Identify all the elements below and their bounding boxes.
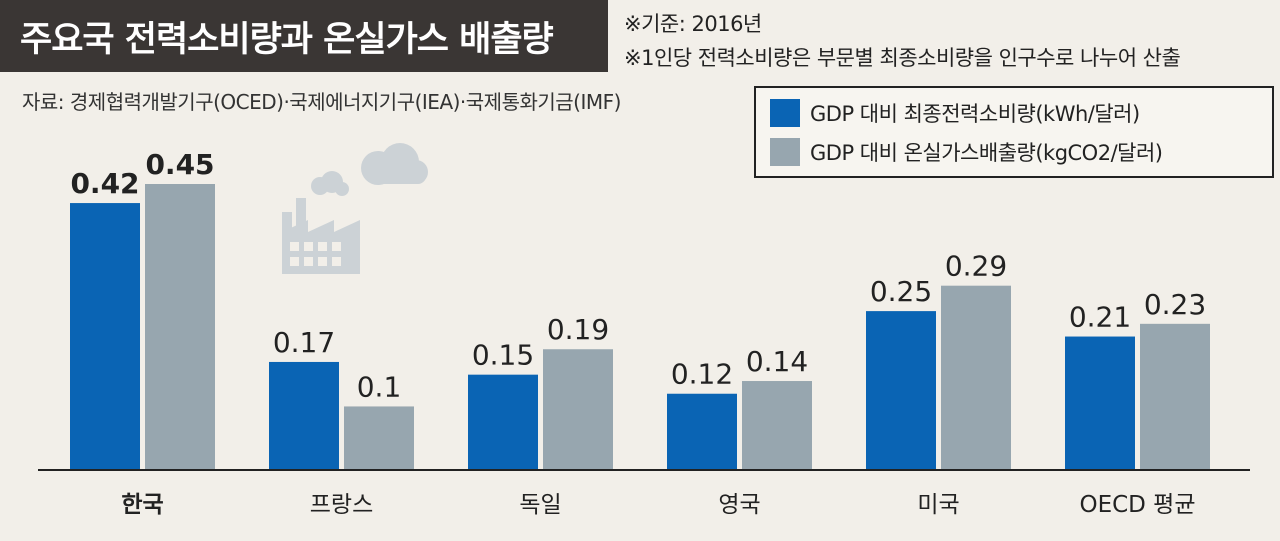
value-label-electricity-0: 0.42 (70, 167, 139, 200)
value-label-electricity-5: 0.21 (1069, 301, 1131, 334)
legend-item-emissions: GDP 대비 온실가스배출량(kgCO2/달러) (770, 137, 1163, 167)
bar-electricity-2 (468, 374, 538, 470)
category-label-3: 영국 (718, 492, 760, 518)
category-label-5: OECD 평균 (1079, 492, 1195, 518)
bar-electricity-5 (1065, 336, 1135, 470)
legend-label-electricity: GDP 대비 최종전력소비량(kWh/달러) (810, 102, 1140, 126)
value-label-electricity-2: 0.15 (472, 339, 534, 372)
value-label-electricity-1: 0.17 (273, 326, 335, 359)
bar-electricity-0 (70, 203, 140, 471)
bar-electricity-1 (269, 361, 339, 470)
value-label-emissions-1: 0.1 (357, 370, 402, 403)
bar-emissions-5 (1140, 323, 1210, 470)
legend-swatch-emissions (770, 138, 800, 166)
bar-emissions-0 (145, 184, 215, 470)
factory-icon (282, 143, 428, 274)
value-label-electricity-4: 0.25 (870, 275, 932, 308)
bar-emissions-3 (742, 381, 812, 470)
category-label-1: 프랑스 (310, 492, 373, 518)
value-label-electricity-3: 0.12 (671, 358, 733, 391)
bar-electricity-4 (866, 311, 936, 470)
category-label-0: 한국 (121, 492, 163, 518)
note-base-year: ※기준: 2016년 (624, 12, 762, 36)
category-label-2: 독일 (519, 492, 561, 518)
bar-emissions-2 (543, 349, 613, 470)
value-label-emissions-2: 0.19 (547, 313, 609, 346)
note-method: ※1인당 전력소비량은 부문별 최종소비량을 인구수로 나누어 산출 (624, 46, 1181, 70)
value-label-emissions-0: 0.45 (145, 148, 214, 181)
value-label-emissions-4: 0.29 (945, 250, 1007, 283)
legend: GDP 대비 최종전력소비량(kWh/달러) GDP 대비 온실가스배출량(kg… (754, 86, 1274, 178)
chart-title: 주요국 전력소비량과 온실가스 배출량 (0, 0, 608, 72)
bar-emissions-4 (941, 285, 1011, 470)
legend-item-electricity: GDP 대비 최종전력소비량(kWh/달러) (770, 98, 1140, 128)
legend-swatch-electricity (770, 99, 800, 127)
source-text: 자료: 경제협력개발기구(OCED)·국제에너지기구(IEA)·국제통화기금(I… (22, 90, 621, 114)
bar-electricity-3 (667, 393, 737, 470)
category-label-4: 미국 (917, 492, 959, 518)
bar-emissions-1 (344, 406, 414, 470)
legend-label-emissions: GDP 대비 온실가스배출량(kgCO2/달러) (810, 141, 1163, 165)
value-label-emissions-5: 0.23 (1144, 288, 1206, 321)
value-label-emissions-3: 0.14 (746, 345, 808, 378)
